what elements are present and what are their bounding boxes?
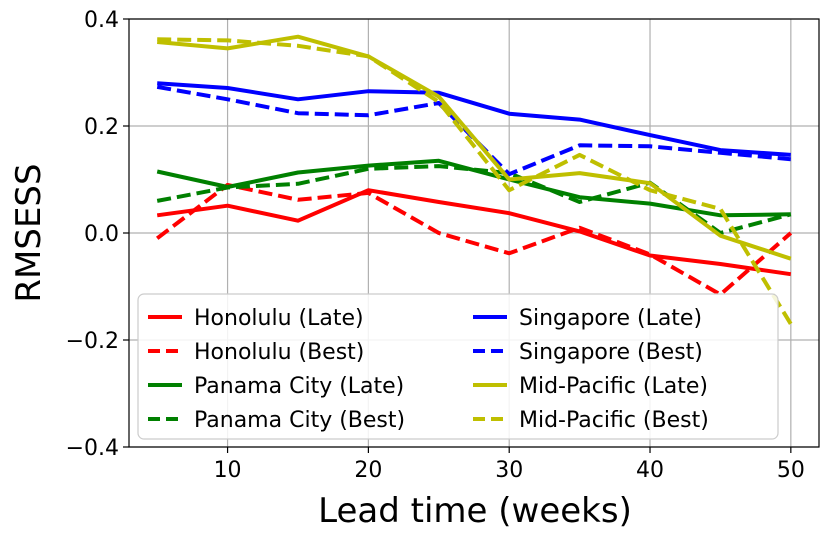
- legend-label: Mid-Pacific (Late): [519, 374, 708, 399]
- legend: Honolulu (Late) Honolulu (Best) Panama Cit…: [137, 293, 779, 440]
- legend-item-mid-pacific-late: Mid-Pacific (Late): [473, 374, 708, 399]
- legend-item-singapore-best: Singapore (Best): [473, 340, 703, 365]
- y-tick-labels: −0.4 −0.2 0.0 0.2 0.4: [66, 8, 129, 461]
- x-tick-label: 40: [636, 458, 664, 483]
- legend-item-panama-city-late: Panama City (Late): [148, 374, 404, 399]
- series-line-honolulu-best: [155, 182, 793, 297]
- legend-label: Singapore (Best): [519, 340, 703, 365]
- x-tick-label: 20: [354, 458, 382, 483]
- legend-item-panama-city-best: Panama City (Best): [148, 408, 405, 433]
- legend-label: Honolulu (Late): [194, 306, 364, 331]
- y-tick-label: 0.2: [84, 115, 119, 140]
- y-tick-label: −0.4: [66, 436, 119, 461]
- legend-label: Mid-Pacific (Best): [519, 408, 709, 433]
- legend-frame: [137, 293, 779, 440]
- legend-item-singapore-late: Singapore (Late): [473, 306, 702, 331]
- x-axis-label: Lead time (weeks): [318, 491, 632, 531]
- legend-item-mid-pacific-best: Mid-Pacific (Best): [473, 408, 709, 433]
- legend-item-honolulu-best: Honolulu (Best): [148, 340, 364, 365]
- x-tick-label: 30: [495, 458, 523, 483]
- y-axis-label: RMSESS: [9, 163, 49, 302]
- legend-item-honolulu-late: Honolulu (Late): [148, 306, 364, 331]
- x-tick-label: 50: [777, 458, 805, 483]
- series-line-mid-pacific-best: [157, 37, 793, 325]
- y-tick-label: 0.4: [84, 8, 119, 33]
- legend-label: Panama City (Late): [194, 374, 404, 399]
- legend-label: Singapore (Late): [519, 306, 702, 331]
- legend-label: Honolulu (Best): [194, 340, 364, 365]
- series-line-singapore-best: [156, 84, 791, 177]
- series-lines: [155, 34, 793, 325]
- x-tick-label: 10: [214, 458, 242, 483]
- legend-label: Panama City (Best): [194, 408, 405, 433]
- series-line-panama-city-best: [156, 164, 792, 235]
- series-line-honolulu-late: [156, 188, 792, 277]
- y-tick-label: 0.0: [84, 222, 119, 247]
- x-tick-labels: 10 20 30 40 50: [214, 447, 805, 483]
- y-tick-label: −0.2: [66, 329, 119, 354]
- series-line-singapore-late: [157, 81, 791, 157]
